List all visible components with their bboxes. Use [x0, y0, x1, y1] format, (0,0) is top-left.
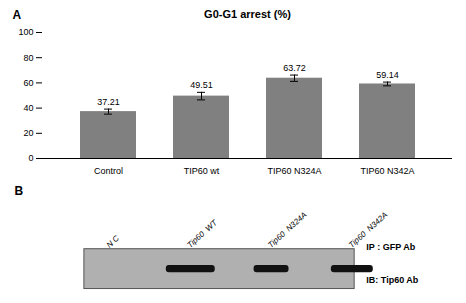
svg-text:TIP60 N342A: TIP60 N342A: [360, 166, 414, 176]
svg-text:100: 100: [18, 27, 33, 37]
svg-text:TIP60 wt: TIP60 wt: [184, 166, 220, 176]
svg-text:Tip60 N342A: Tip60 N342A: [347, 210, 390, 250]
svg-text:80: 80: [23, 53, 33, 63]
svg-text:IP : GFP Ab: IP : GFP Ab: [366, 242, 415, 252]
svg-text:B: B: [15, 184, 24, 198]
svg-text:Tip60 N324A: Tip60 N324A: [266, 210, 308, 249]
svg-text:60: 60: [23, 78, 33, 88]
svg-text:59.14: 59.14: [376, 70, 399, 80]
svg-text:N C: N C: [105, 234, 121, 250]
svg-text:G0-G1 arrest (%): G0-G1 arrest (%): [204, 8, 291, 20]
svg-text:63.72: 63.72: [283, 63, 306, 73]
svg-text:37.21: 37.21: [97, 97, 120, 107]
svg-text:A: A: [13, 8, 22, 22]
svg-text:Control: Control: [94, 166, 123, 176]
svg-text:IB: Tip60 Ab: IB: Tip60 Ab: [366, 275, 419, 285]
svg-text:TIP60 N324A: TIP60 N324A: [267, 166, 321, 176]
svg-text:40: 40: [23, 103, 33, 113]
svg-text:Tip60 WT: Tip60 WT: [185, 218, 219, 250]
svg-text:20: 20: [23, 128, 33, 138]
svg-text:49.51: 49.51: [190, 80, 213, 90]
svg-text:0: 0: [28, 153, 33, 163]
